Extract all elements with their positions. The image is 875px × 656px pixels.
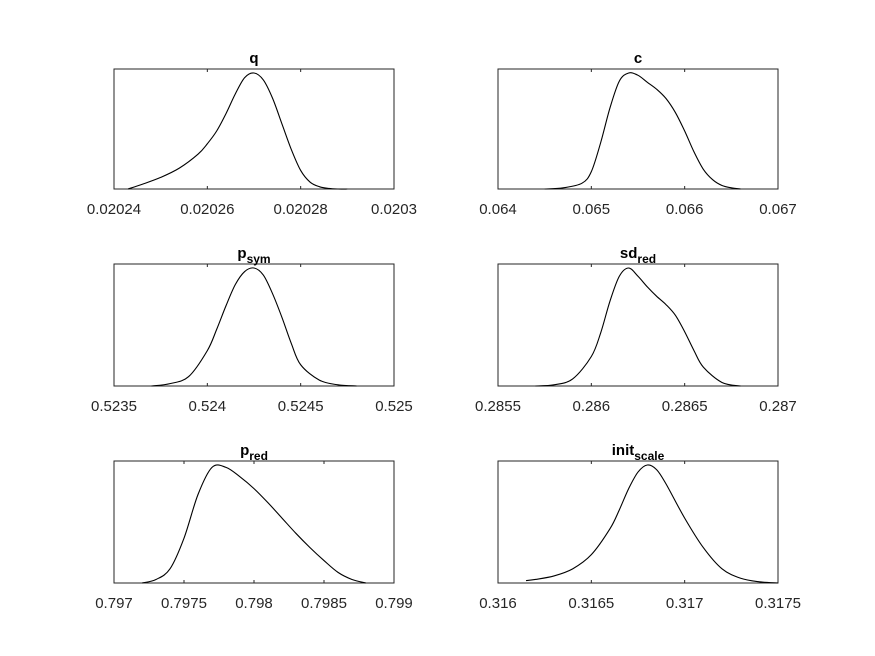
- subplot-5: 0.797 0.7975 0.798 0.7985 0.799 pred: [95, 442, 413, 612]
- subplot-title: c: [634, 50, 642, 67]
- x-tick-label: 0.067: [759, 201, 797, 218]
- x-tick-label: 0.525: [375, 398, 413, 415]
- x-tick-label: 0.7975: [161, 595, 207, 612]
- axes-frame: [497, 460, 779, 584]
- x-tick-label: 0.799: [375, 595, 413, 612]
- x-tick-label: 0.02026: [180, 201, 234, 218]
- x-tick-label: 0.3165: [568, 595, 614, 612]
- x-tick-label: 0.797: [95, 595, 133, 612]
- subplot-3: 0.5235 0.524 0.5245 0.525 psym: [91, 245, 413, 415]
- x-tick-label: 0.524: [189, 398, 227, 415]
- subplot-title: initscale: [612, 442, 665, 463]
- x-tick-label: 0.064: [479, 201, 517, 218]
- density-curve: [525, 464, 779, 584]
- x-tick-label: 0.798: [235, 595, 273, 612]
- subplot-2: 0.064 0.065 0.066 0.067 c: [479, 50, 797, 218]
- density-curve: [127, 72, 348, 190]
- title-main: c: [634, 50, 642, 67]
- x-tick-label: 0.317: [666, 595, 704, 612]
- x-tick-label: 0.02028: [274, 201, 328, 218]
- density-curve: [141, 464, 367, 584]
- x-tick-label: 0.316: [479, 595, 517, 612]
- title-subscript: red: [249, 449, 268, 463]
- x-tick-label: 0.7985: [301, 595, 347, 612]
- subplot-title: sdred: [620, 245, 656, 266]
- x-tick-label: 0.286: [573, 398, 611, 415]
- title-main: sd: [620, 245, 638, 262]
- axes-frame: [497, 68, 779, 190]
- subplot-4: 0.2855 0.286 0.2865 0.287 sdred: [475, 245, 797, 415]
- axes-frame: [497, 263, 779, 387]
- subplot-1: 0.02024 0.02026 0.02028 0.0203 q: [87, 50, 417, 218]
- title-subscript: sym: [247, 252, 271, 266]
- density-curve: [535, 267, 741, 387]
- x-tick-label: 0.5235: [91, 398, 137, 415]
- title-subscript: red: [637, 252, 656, 266]
- x-tick-label: 0.2865: [662, 398, 708, 415]
- axes-frame: [113, 460, 395, 584]
- x-tick-label: 0.0203: [371, 201, 417, 218]
- title-main: q: [249, 50, 258, 67]
- x-tick-label: 0.066: [666, 201, 704, 218]
- x-tick-label: 0.5245: [278, 398, 324, 415]
- title-main: init: [612, 442, 635, 459]
- density-curve: [151, 267, 357, 387]
- x-tick-label: 0.2855: [475, 398, 521, 415]
- axes-frame: [113, 68, 395, 190]
- title-main: p: [240, 442, 249, 459]
- x-tick-label: 0.3175: [755, 595, 801, 612]
- title-main: p: [237, 245, 246, 262]
- subplot-6: 0.316 0.3165 0.317 0.3175 initscale: [479, 442, 801, 612]
- subplot-title: psym: [237, 245, 270, 266]
- x-tick-label: 0.287: [759, 398, 797, 415]
- title-subscript: scale: [634, 449, 664, 463]
- subplot-title: pred: [240, 442, 268, 463]
- axes-frame: [113, 263, 395, 387]
- x-tick-label: 0.02024: [87, 201, 141, 218]
- subplot-title: q: [249, 50, 258, 67]
- density-curve: [544, 72, 741, 190]
- x-tick-label: 0.065: [573, 201, 611, 218]
